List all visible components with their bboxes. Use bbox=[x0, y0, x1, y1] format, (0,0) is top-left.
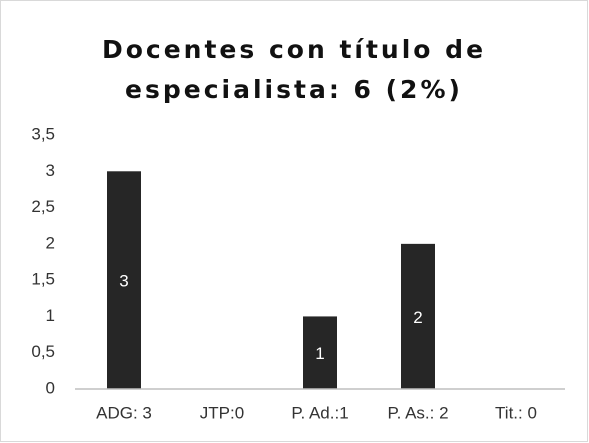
y-tick-label: 3 bbox=[46, 161, 55, 180]
x-tick-label: Tit.: 0 bbox=[495, 403, 537, 422]
chart-title: Docentes con título de especialista: 6 (… bbox=[101, 35, 487, 104]
data-label: 2 bbox=[413, 308, 422, 327]
x-tick-label: P. As.: 2 bbox=[387, 403, 448, 422]
data-label: 1 bbox=[315, 344, 324, 363]
y-tick-label: 1 bbox=[46, 306, 55, 325]
y-tick-label: 3,5 bbox=[31, 124, 55, 143]
y-tick-label: 2,5 bbox=[31, 197, 55, 216]
y-tick-label: 1,5 bbox=[31, 270, 55, 289]
y-tick-label: 2 bbox=[46, 233, 55, 252]
x-tick-label: JTP:0 bbox=[200, 403, 244, 422]
bar bbox=[107, 171, 141, 389]
y-tick-label: 0,5 bbox=[31, 342, 55, 361]
y-tick-label: 0 bbox=[46, 378, 55, 397]
x-tick-label: ADG: 3 bbox=[96, 403, 152, 422]
bar bbox=[401, 243, 435, 389]
x-tick-label: P. Ad.:1 bbox=[291, 403, 348, 422]
bar bbox=[303, 316, 337, 389]
data-label: 3 bbox=[119, 272, 128, 291]
